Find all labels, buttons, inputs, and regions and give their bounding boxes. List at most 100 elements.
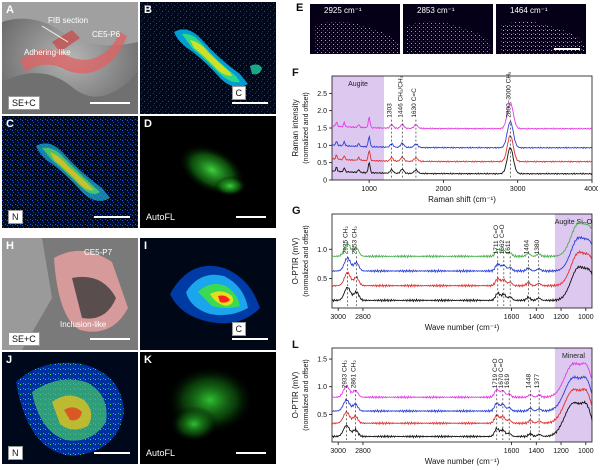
panel-c-nitrogen-map: C N xyxy=(2,116,138,228)
chart-f-peak-label: 1303 xyxy=(387,103,394,118)
chart-g-xtick-label: 1000 xyxy=(578,314,594,321)
chart-g-peak-label: 2925 CH₂ xyxy=(342,226,349,255)
chart-g-series-line xyxy=(331,249,593,288)
chart-g-region xyxy=(554,214,592,308)
panel-i-letter: I xyxy=(144,240,148,252)
chart-l-region-label: Mineral xyxy=(562,353,585,360)
panel-b-channel-label: C xyxy=(231,86,246,100)
chart-g-xlabel: Wave number (cm⁻¹) xyxy=(425,323,500,332)
chart-g-frame xyxy=(331,213,593,309)
chart-l-xtick-label: 1200 xyxy=(553,448,569,455)
panel-i-carbon-map: I C xyxy=(140,238,276,350)
chart-g-xtick-label: 1600 xyxy=(504,314,520,321)
chart-f-peak-label: 1630 C=C xyxy=(411,88,418,118)
chart-l-peak-label: 1719 C=O xyxy=(492,358,499,388)
chart-l-peak-label: 1619 xyxy=(504,373,511,388)
panel-d-letter: D xyxy=(144,118,152,130)
panel-h-label-sample: CE5-P7 xyxy=(84,248,113,257)
chart-l-ylabel: O-PTIR (mV) xyxy=(291,371,300,418)
panel-e-raman-maps: E 2925 cm⁻¹ 2853 cm⁻¹ 1464 cm⁻¹ xyxy=(296,2,596,64)
panel-k-autofluorescence: K AutoFL xyxy=(140,352,276,464)
panel-e-map-2853-texture xyxy=(407,21,491,54)
chart-f-ytick-label: 2.5 xyxy=(317,91,327,98)
chart-g-xtick-label: 2800 xyxy=(355,314,371,321)
chart-f-xtick-label: 3000 xyxy=(510,186,526,193)
panel-e-map-1464-texture xyxy=(500,21,584,54)
panel-b-map-texture xyxy=(140,2,276,114)
chart-f-series-line xyxy=(331,101,593,131)
panel-d-scale-bar xyxy=(236,216,266,218)
chart-l-ytick-label: 1.5 xyxy=(317,357,327,364)
panel-i-scale-bar xyxy=(232,338,268,340)
panel-k-fluor-texture xyxy=(166,366,254,442)
panel-j-nitrogen-map: J N xyxy=(2,352,138,464)
chart-f-ylabel: Raman intensity xyxy=(291,99,300,156)
chart-f-ytick-label: 0.5 xyxy=(317,160,327,167)
chart-g-ytick-label: 0.5 xyxy=(317,276,327,283)
chart-g-ytick-label: 1.0 xyxy=(317,247,327,254)
panel-e-map-2925: 2925 cm⁻¹ xyxy=(310,4,400,54)
chart-g-region-label: Augite Si–O xyxy=(555,219,593,226)
chart-g-optir-spectra: G Augite Si–O 3000 2800 1600 1400 1200 1000 0.5 1… xyxy=(291,205,594,332)
chart-f-ylabel2: (normalized and offset) xyxy=(303,92,310,163)
panel-c-scale-bar xyxy=(94,216,130,218)
chart-f-ytick-label: 0 xyxy=(323,178,327,185)
chart-f-series-line xyxy=(331,146,593,176)
panel-a-label-sample: CE5-P6 xyxy=(92,30,121,39)
panel-b-letter: B xyxy=(144,4,152,16)
panel-a-label-type: Adhering-like xyxy=(24,48,71,57)
chart-l-series-line xyxy=(331,387,593,426)
panel-b-carbon-map: B C xyxy=(140,2,276,114)
chart-f-region-label: Augite xyxy=(348,81,368,88)
chart-l-xtick-label: 3000 xyxy=(330,448,346,455)
panel-c-channel-label: N xyxy=(8,210,23,224)
chart-l-letter: L xyxy=(292,339,299,351)
chart-l-xtick-label: 1600 xyxy=(504,448,520,455)
panel-b-scale-bar xyxy=(232,102,268,104)
chart-g-xtick-label: 3000 xyxy=(330,314,346,321)
chart-l-ytick-label: 1.0 xyxy=(317,384,327,391)
panel-k-scale-bar xyxy=(236,452,266,454)
chart-l-region xyxy=(554,348,592,442)
panel-a-sem-image: A FIB section CE5-P6 Adhering-like SE+C xyxy=(2,2,138,114)
chart-f-peak-label: 2800–3000 CHₓ xyxy=(505,71,512,118)
chart-l-series-line xyxy=(331,375,593,414)
panel-h-sem-image: H CE5-P7 Inclusion-like SE+C xyxy=(2,238,138,350)
chart-g-peak-label: 1464 xyxy=(523,239,530,254)
chart-g-letter: G xyxy=(292,205,301,217)
panel-c-map-texture xyxy=(2,116,138,228)
chart-f-xtick-label: 1000 xyxy=(361,186,377,193)
chart-g-peak-label: 1662 C=O xyxy=(499,224,506,254)
panel-k-letter: K xyxy=(144,354,152,366)
chart-f-series-line xyxy=(331,121,593,150)
chart-f-raman-spectra: F Augite 1000 2000 3000 4000 0 0.5 1.0 1.5 2.0 2.5 R… xyxy=(291,67,598,204)
panel-h-scale-bar xyxy=(90,338,130,340)
panel-e-scale-bar xyxy=(554,48,580,50)
panel-h-letter: H xyxy=(6,240,14,252)
panel-j-map-texture xyxy=(2,352,138,464)
panel-a-mode-label: SE+C xyxy=(8,96,40,110)
chart-l-peak-label: 1448 xyxy=(525,373,532,388)
chart-l-xtick-label: 1000 xyxy=(578,448,594,455)
chart-f-ytick-label: 1.5 xyxy=(317,126,327,133)
chart-g-series-line xyxy=(331,220,593,259)
panel-e-map-2925-label: 2925 cm⁻¹ xyxy=(324,6,362,15)
panel-a-scale-bar xyxy=(90,102,130,104)
chart-f-letter: F xyxy=(292,67,299,79)
chart-g-ylabel: O-PTIR (mV) xyxy=(291,237,300,284)
panel-j-letter: J xyxy=(6,354,13,366)
chart-f-xtick-label: 2000 xyxy=(436,186,452,193)
panel-j-channel-label: N xyxy=(8,446,23,460)
chart-g-xtick-label: 1400 xyxy=(528,314,544,321)
chart-l-optir-spectra: L Mineral 3000 2800 1600 1400 1200 1000 0.5 1.0 1.… xyxy=(291,339,594,466)
panel-d-channel-label: AutoFL xyxy=(146,212,176,222)
chart-l-ytick-label: 0.5 xyxy=(317,412,327,419)
chart-g-peak-label: 1711 C=O xyxy=(493,225,500,254)
chart-f-ytick-label: 2.0 xyxy=(317,108,327,115)
chart-f-series-line xyxy=(332,134,593,164)
chart-f-xlabel: Raman shift (cm⁻¹) xyxy=(428,195,496,204)
chart-f-peak-label: 1446 CH₂/CH₃ xyxy=(397,75,404,117)
panel-a-label-fib: FIB section xyxy=(48,16,89,25)
panel-d-autofluorescence: D AutoFL xyxy=(140,116,276,228)
panel-e-map-2853-label: 2853 cm⁻¹ xyxy=(417,6,455,15)
